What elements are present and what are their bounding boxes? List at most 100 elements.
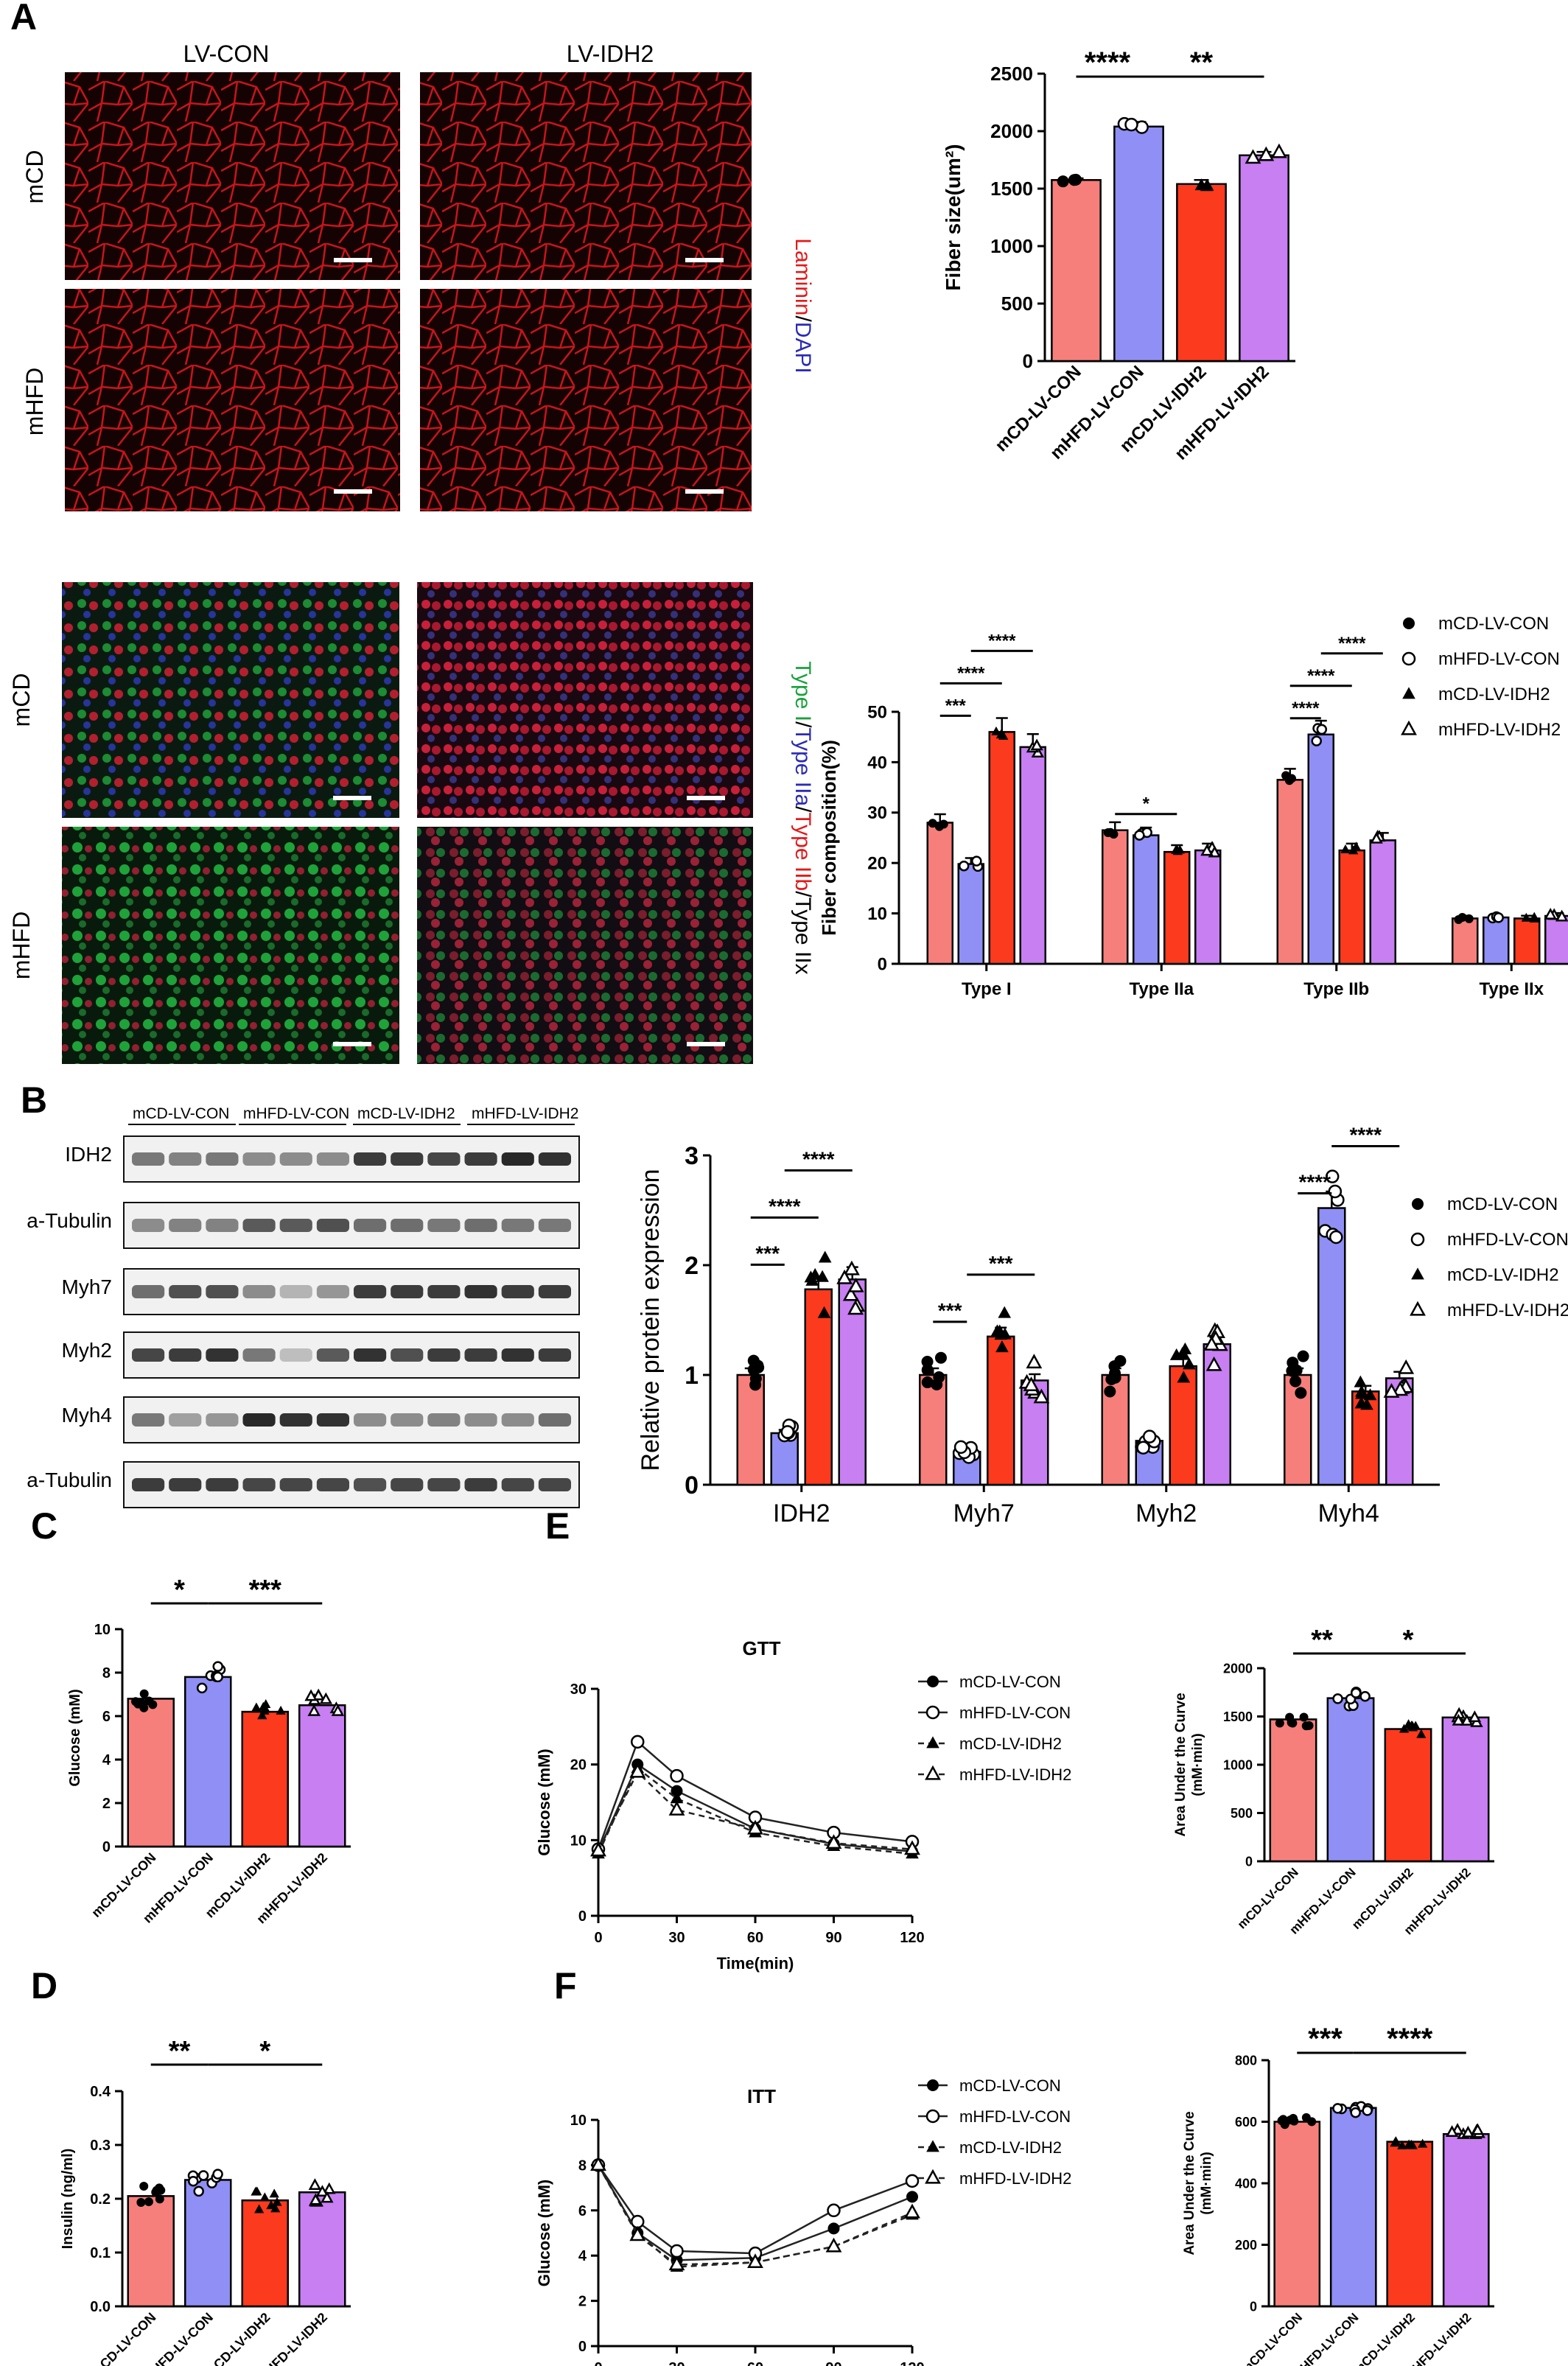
data-point [670,2244,684,2258]
bar-mHFD-LV-CON [957,863,984,965]
significance-stars: **** [1338,634,1366,654]
category-label: Myh4 [1318,1499,1379,1527]
bar-mCD-LV-CON [1276,779,1303,965]
data-point [747,1819,763,1835]
chart_data.7-tick-label: 0 [578,2339,587,2355]
legend-marker [927,1676,939,1687]
legend-marker [1401,651,1416,666]
data-point [1175,844,1185,854]
significance-stars: ** [1311,1625,1333,1656]
chart_data.2-tick-label: 0 [685,1471,699,1499]
data-point [1169,1348,1183,1360]
x-tick-label: 0 [594,2360,602,2366]
blot-band [242,1219,276,1232]
data-point [144,2197,153,2207]
data-point [196,1682,208,1694]
data-point [1200,844,1214,856]
category-label: Type IIb [1303,979,1369,999]
data-point [156,2185,166,2195]
data-point [1136,1441,1150,1455]
data-point [1109,1371,1121,1384]
bar-mCD-LV-IDH2 [1386,2141,1434,2308]
bar-mCD-LV-IDH2 [241,2199,289,2308]
data-point [1350,1687,1362,1698]
data-point [315,2185,329,2197]
data-point [276,1705,286,1715]
row-label-mcd-fibertype: mCD [8,673,35,727]
stain-label-laminin: Laminin [791,238,815,315]
legend-marker [1412,1198,1424,1210]
data-point [844,1260,860,1275]
data-point [1370,831,1383,844]
blot-band [242,1478,276,1491]
data-point [136,2198,146,2208]
series-line-mCD-LV-IDH2 [597,1766,913,1855]
data-point [1275,1718,1284,1728]
chart_data.1-tick-label: 30 [867,803,887,823]
chart_data.5-tick-label: 20 [570,1757,587,1774]
chart_data.1-tick-label: 50 [867,702,887,722]
blot-band [391,1152,424,1166]
chart_data.6-tick-label: 500 [1231,1806,1253,1821]
blot-band [316,1348,349,1362]
bar-mCD-LV-IDH2 [241,1710,289,1848]
panel-letter-D: D [31,1965,57,2006]
micrograph-mhfd-lv-con-laminin [65,289,400,511]
chart_data.8-tick-label: 0 [1250,2299,1257,2314]
y-axis-label: Fiber composition(%) [818,740,840,936]
significance-stars: ** [169,2036,191,2067]
legend: mCD-LV-CON mHFD-LV-CON mCD-LV-IDH2 mHFD-LV-… [1401,614,1561,740]
chart-protein-expression: 0 1 2 3 IDH2 Myh7 Myh2 Myh4 Relative protein exp… [637,1124,1568,1527]
data-point [780,1425,795,1439]
data-point [668,2255,685,2271]
significance-stars: * [1403,1625,1414,1656]
data-point [1521,912,1531,922]
data-point [1354,1396,1368,1409]
bar-mHFD-LV-IDH2 [1544,914,1568,965]
x-tick-label: 30 [668,2360,685,2366]
data-point [590,2156,606,2171]
y-axis-unit: (mM·min) [1190,1733,1205,1796]
bar-mCD-LV-IDH2 [1163,850,1191,965]
data-point [1529,913,1539,923]
data-point [904,2203,920,2219]
blot-band [501,1152,534,1166]
blot-band [354,1348,387,1362]
bar-mHFD-LV-IDH2 [1239,154,1289,363]
bar-mHFD-LV-CON [1483,916,1510,965]
significance-stars: **** [1387,2023,1433,2055]
blot-band [206,1478,239,1491]
category-label: Type I [962,979,1012,999]
blot-band [464,1219,497,1232]
micrograph-mcd-lv-con-fibertype [62,582,399,818]
row-label-mhfd: mHFD [21,368,48,435]
chart_data.4-tick-label: 0.4 [90,2084,111,2100]
bar-mHFD-LV-CON [1307,733,1334,965]
blot-band [501,1413,534,1427]
blot-band [132,1152,165,1166]
chart_data.7-tick-label: 4 [578,2248,587,2264]
chart-gtt: 0 10 20 30 0 30 60 90 120 Time(min) Glucose (mM) GT… [535,1637,1071,1973]
blot-band [538,1413,571,1427]
blot-band [206,1152,239,1166]
data-point [971,855,982,867]
data-point [1397,2140,1407,2149]
data-point [1555,909,1568,922]
chart_data.6-tick-label: 2000 [1223,1661,1253,1676]
blot-band [169,1285,202,1298]
chart-itt: 02468100306090120Time(min)Glucose (mM)IT… [535,2076,1071,2366]
data-point [1289,1375,1302,1387]
legend-label: mHFD-LV-IDH2 [1447,1301,1568,1320]
data-point [1316,724,1328,735]
micrograph-mhfd-lv-idh2-laminin [420,289,752,511]
blot-band [279,1219,312,1232]
chart_data.7-tick-label: 6 [578,2203,587,2219]
data-point [805,1273,819,1286]
blot-band [169,1219,202,1232]
data-point [1407,1721,1418,1730]
y-axis-label: Glucose (mM) [535,2180,553,2286]
data-point [321,2191,334,2203]
data-point [1464,914,1474,923]
data-point [1493,912,1504,923]
data-point [251,1702,262,1712]
